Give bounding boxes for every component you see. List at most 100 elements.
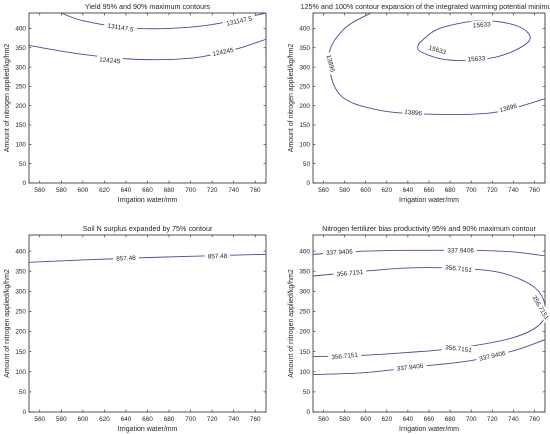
contour-line-2	[61, 13, 266, 30]
chart-panel-3: Soil N surplus expanded by 75% contour 56…	[4, 224, 267, 433]
contour-label: 337.9406	[396, 363, 424, 373]
contour-label-group: 131147.5	[103, 20, 138, 34]
x-tick-label: 700	[466, 416, 477, 423]
y-tick-label: 250	[15, 309, 26, 316]
x-tick-label: 580	[339, 416, 350, 423]
x-tick-label: 680	[445, 416, 456, 423]
x-tick-label: 700	[185, 416, 196, 423]
x-tick-label: 720	[487, 416, 498, 423]
contour-label-group: 13896	[401, 107, 425, 118]
contour-label: 337.9406	[326, 248, 353, 257]
x-tick-label: 760	[250, 187, 261, 194]
y-tick-label: 150	[15, 349, 26, 356]
contour-label-bg	[470, 19, 493, 30]
x-axis-label: Irrigation water/mm	[118, 426, 178, 433]
y-tick-label: 100	[299, 142, 310, 149]
contour-label: 857.48	[116, 255, 136, 263]
x-tick-label: 680	[164, 416, 175, 423]
x-tick-label: 620	[381, 416, 392, 423]
x-tick-label: 660	[142, 416, 153, 423]
y-tick-label: 0	[22, 409, 26, 416]
y-tick-label: 50	[303, 389, 311, 396]
x-tick-label: 740	[228, 416, 239, 423]
contour-label-bg	[322, 246, 357, 257]
y-tick-label: 400	[299, 26, 310, 33]
x-tick-label: 660	[424, 187, 435, 194]
x-tick-label: 640	[403, 416, 414, 423]
x-tick-label: 620	[381, 187, 392, 194]
contour-label-group: 337.9406	[322, 246, 357, 257]
contour-label-bg	[475, 348, 510, 364]
y-tick-label: 150	[299, 349, 310, 356]
x-tick-label: 760	[529, 416, 540, 423]
x-tick-label: 700	[185, 187, 196, 194]
contour-label-group: 124245	[209, 45, 237, 59]
contour-label: 356.7151	[336, 269, 364, 279]
contour-label: 356.7151	[445, 264, 473, 274]
y-tick-label: 400	[299, 248, 310, 255]
y-tick-label: 0	[22, 180, 26, 187]
y-tick-label: 350	[299, 45, 310, 52]
contour-label-group: 13896	[324, 51, 338, 75]
x-tick-label: 720	[207, 416, 218, 423]
contour-label-bg	[327, 350, 362, 362]
contour-line-2	[313, 339, 545, 376]
y-tick-label: 300	[15, 64, 26, 71]
contour-label-group: 15633	[465, 53, 488, 64]
contour-label-group: 337.9406	[444, 246, 478, 255]
contour-label-bg	[401, 107, 425, 118]
chart-panel-1: Yield 95% and 90% maximum contours 560 580…	[4, 2, 267, 204]
x-tick-label: 620	[99, 416, 110, 423]
contour-lines	[328, 13, 545, 116]
chart-title: 125% and 100% contour expansion of the i…	[301, 2, 550, 11]
contour-lines	[29, 13, 266, 61]
contour-label-bg	[496, 101, 520, 115]
x-tick-label: 640	[403, 187, 414, 194]
contour-label-bg	[209, 45, 237, 59]
y-tick-label: 150	[299, 122, 310, 129]
contour-label: 857.48	[208, 253, 228, 261]
contour-label: 124245	[99, 56, 121, 65]
contour-label: 15633	[428, 45, 447, 57]
x-tick-label: 580	[56, 416, 67, 423]
y-tick-label: 300	[15, 289, 26, 296]
x-tick-label: 680	[445, 187, 456, 194]
plot-area	[312, 234, 546, 413]
contour-label-bg	[529, 291, 550, 324]
y-tick-label: 50	[303, 161, 311, 168]
y-tick-label: 100	[15, 369, 26, 376]
y-axis-label: Amount of nitrogen applied/kg/hm2	[288, 269, 295, 378]
chart-title: Yield 95% and 90% maximum contours	[85, 2, 211, 11]
y-tick-label: 100	[15, 142, 26, 149]
y-tick-label: 200	[299, 103, 310, 110]
contour-label: 356.7151	[445, 344, 473, 354]
plot-area	[312, 12, 546, 184]
contour-label-bg	[333, 267, 367, 279]
x-tick-label: 620	[99, 187, 110, 194]
contour-label: 337.9406	[447, 248, 474, 255]
contour-label-group: 857.48	[204, 251, 231, 261]
x-tick-label: 560	[318, 416, 329, 423]
contour-label-group: 356.7151	[441, 342, 476, 355]
chart-title: Nitrogen fertilizer bias productivity 95…	[322, 224, 536, 233]
x-tick-label: 740	[228, 187, 239, 194]
x-tick-label: 600	[78, 416, 89, 423]
y-tick-label: 400	[15, 248, 26, 255]
y-tick-label: 250	[15, 84, 26, 91]
x-axis-label: Irrigation water/mm	[399, 426, 459, 433]
contour-label: 13896	[499, 103, 518, 114]
y-tick-label: 150	[15, 122, 26, 129]
x-tick-label: 600	[78, 187, 89, 194]
contour-label: 13896	[404, 109, 423, 118]
x-tick-label: 640	[121, 187, 132, 194]
contour-label-group: 124245	[96, 54, 123, 65]
y-tick-label: 0	[306, 409, 310, 416]
y-axis-label: Amount of nitrogen applied/kg/hm2	[288, 44, 295, 153]
y-tick-label: 350	[15, 268, 26, 275]
x-tick-label: 760	[529, 187, 540, 194]
contour-label-bg	[103, 20, 138, 34]
contour-label-bg	[465, 53, 488, 64]
contour-line-1	[328, 13, 545, 116]
x-axis-label: Irrigation water/mm	[118, 197, 178, 204]
contour-label-bg	[441, 342, 476, 355]
